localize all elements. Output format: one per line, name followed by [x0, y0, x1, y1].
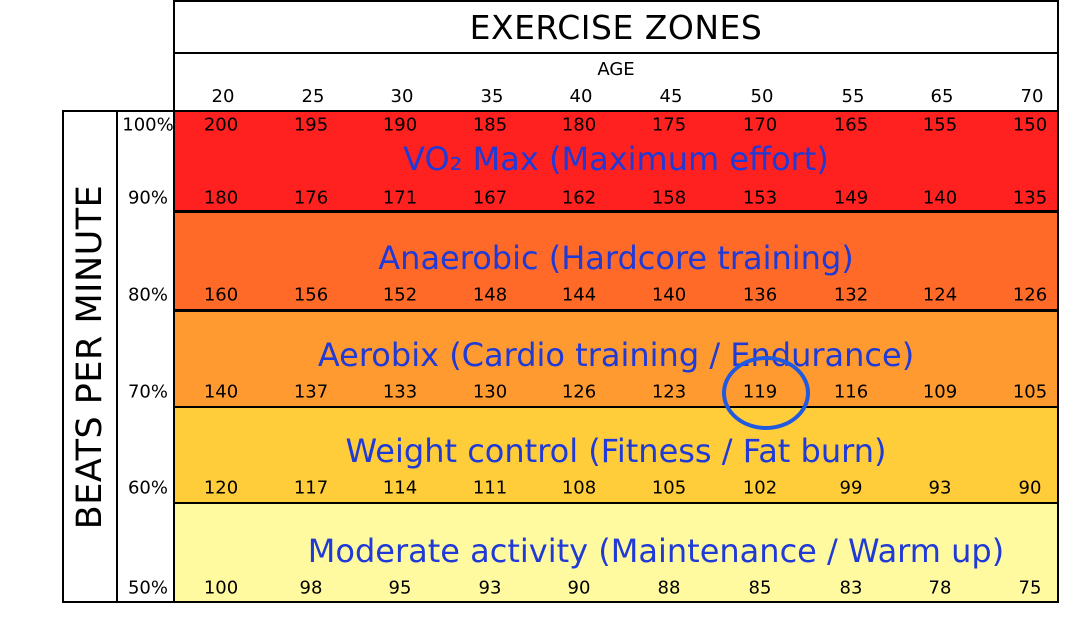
- bpm-value: 133: [382, 381, 418, 403]
- bpm-value: 114: [382, 477, 418, 499]
- zone-band: VO₂ Max (Maximum effort): [173, 110, 1059, 212]
- bpm-value: 156: [293, 284, 329, 306]
- bpm-value: 85: [748, 577, 772, 599]
- bpm-value: 78: [928, 577, 952, 599]
- age-tick-label: 35: [480, 86, 504, 107]
- age-tick-label: 20: [211, 86, 235, 107]
- bpm-value: 149: [833, 187, 869, 209]
- bpm-value: 124: [922, 284, 958, 306]
- age-tick-label: 45: [659, 86, 683, 107]
- percent-label: 90%: [127, 187, 168, 209]
- bpm-value: 140: [651, 284, 687, 306]
- age-tick-label: 30: [390, 86, 414, 107]
- bpm-value: 165: [833, 114, 869, 136]
- bpm-value: 117: [293, 477, 329, 499]
- zone-label: VO₂ Max (Maximum effort): [403, 140, 829, 178]
- bpm-value: 111: [472, 477, 508, 499]
- bpm-value: 136: [742, 284, 778, 306]
- highlight-circle: [722, 356, 810, 430]
- bpm-value: 90: [567, 577, 591, 599]
- bpm-value: 116: [833, 381, 869, 403]
- bpm-value: 126: [561, 381, 597, 403]
- bpm-value: 155: [922, 114, 958, 136]
- y-axis-label-box: BEATS PER MINUTE: [62, 110, 118, 603]
- percent-label: 100%: [122, 114, 174, 136]
- bpm-value: 123: [651, 381, 687, 403]
- age-tick-label: 50: [750, 86, 774, 107]
- bpm-value: 152: [382, 284, 418, 306]
- zone-band: Aerobix (Cardio training / Endurance): [173, 310, 1059, 408]
- bpm-value: 167: [472, 187, 508, 209]
- bpm-value: 135: [1012, 187, 1048, 209]
- bpm-value: 130: [472, 381, 508, 403]
- bpm-value: 93: [478, 577, 502, 599]
- bpm-value: 88: [657, 577, 681, 599]
- bpm-value: 160: [203, 284, 239, 306]
- bpm-value: 180: [561, 114, 597, 136]
- x-axis-label: AGE: [597, 59, 635, 80]
- bpm-value: 137: [293, 381, 329, 403]
- bpm-value: 195: [293, 114, 329, 136]
- bpm-value: 180: [203, 187, 239, 209]
- bpm-value: 126: [1012, 284, 1048, 306]
- bpm-value: 176: [293, 187, 329, 209]
- bpm-value: 95: [388, 577, 412, 599]
- zone-band: Anaerobic (Hardcore training): [173, 211, 1059, 311]
- bpm-value: 185: [472, 114, 508, 136]
- bpm-value: 105: [1012, 381, 1048, 403]
- age-axis: AGE 20 25 30 35 40 45 50 55 65 70: [173, 54, 1059, 110]
- zone-label: Moderate activity (Maintenance / Warm up…: [307, 532, 1005, 570]
- bpm-value: 132: [833, 284, 869, 306]
- bpm-value: 153: [742, 187, 778, 209]
- bpm-value: 109: [922, 381, 958, 403]
- bpm-value: 99: [839, 477, 863, 499]
- bpm-value: 200: [203, 114, 239, 136]
- age-tick-label: 65: [930, 86, 954, 107]
- bpm-value: 190: [382, 114, 418, 136]
- bpm-value: 83: [839, 577, 863, 599]
- percent-label: 60%: [127, 477, 168, 499]
- age-tick-label: 55: [841, 86, 865, 107]
- bpm-value: 120: [203, 477, 239, 499]
- percent-column: [118, 110, 174, 603]
- bpm-value: 158: [651, 187, 687, 209]
- bpm-value: 175: [651, 114, 687, 136]
- zone-band: Moderate activity (Maintenance / Warm up…: [173, 502, 1059, 603]
- bpm-value: 148: [472, 284, 508, 306]
- bpm-value: 108: [561, 477, 597, 499]
- bpm-value: 100: [203, 577, 239, 599]
- percent-label: 80%: [127, 284, 168, 306]
- bpm-value: 93: [928, 477, 952, 499]
- zone-label: Weight control (Fitness / Fat burn): [345, 432, 887, 470]
- bpm-value: 171: [382, 187, 418, 209]
- bpm-value: 162: [561, 187, 597, 209]
- bpm-value: 144: [561, 284, 597, 306]
- bpm-value: 140: [203, 381, 239, 403]
- bpm-value: 105: [651, 477, 687, 499]
- bpm-value: 150: [1012, 114, 1048, 136]
- bpm-value: 75: [1018, 577, 1042, 599]
- percent-label: 70%: [127, 381, 168, 403]
- percent-label: 50%: [127, 577, 168, 599]
- age-tick-label: 70: [1020, 86, 1044, 107]
- bpm-value: 170: [742, 114, 778, 136]
- zone-label: Anaerobic (Hardcore training): [378, 239, 854, 277]
- bpm-value: 140: [922, 187, 958, 209]
- y-axis-label: BEATS PER MINUTE: [70, 184, 110, 529]
- bpm-value: 98: [299, 577, 323, 599]
- bpm-value: 102: [742, 477, 778, 499]
- bpm-value: 90: [1018, 477, 1042, 499]
- age-tick-label: 40: [569, 86, 593, 107]
- zone-band: Weight control (Fitness / Fat burn): [173, 406, 1059, 504]
- chart-title: EXERCISE ZONES: [173, 0, 1059, 54]
- zone-label: Aerobix (Cardio training / Endurance): [317, 336, 915, 374]
- age-tick-label: 25: [301, 86, 325, 107]
